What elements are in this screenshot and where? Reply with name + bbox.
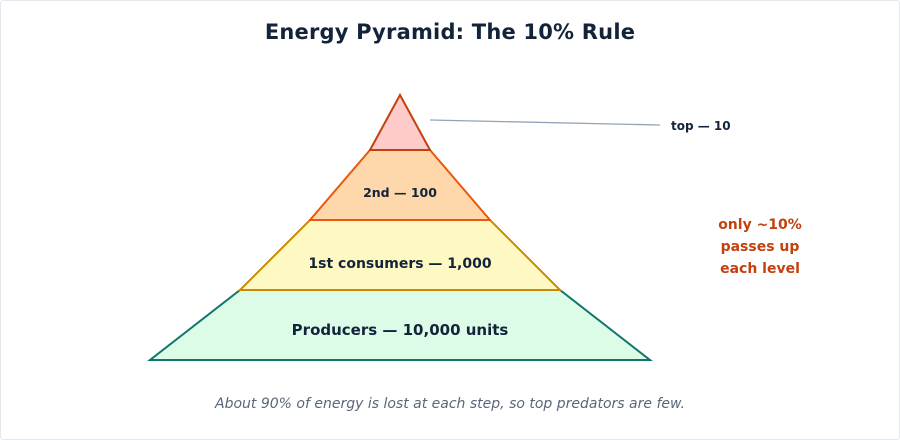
diagram-title: Energy Pyramid: The 10% Rule <box>264 20 636 44</box>
diagram-caption: About 90% of energy is lost at each step… <box>215 396 685 412</box>
producers-label: Producers — 10,000 units <box>292 321 509 339</box>
pyramid-level-first-consumers <box>237 219 563 291</box>
note-line-3: each level <box>720 261 800 277</box>
ten-percent-note: only ~10% passes up each level <box>690 214 830 280</box>
pyramid-level-top <box>368 92 432 151</box>
top-level-leader-line <box>429 119 661 126</box>
note-line-2: passes up <box>720 239 800 255</box>
second-consumers-label: 2nd — 100 <box>363 185 437 200</box>
top-level-label: top — 10 <box>671 119 731 133</box>
first-consumers-label: 1st consumers — 1,000 <box>308 256 491 272</box>
note-line-1: only ~10% <box>718 217 802 233</box>
